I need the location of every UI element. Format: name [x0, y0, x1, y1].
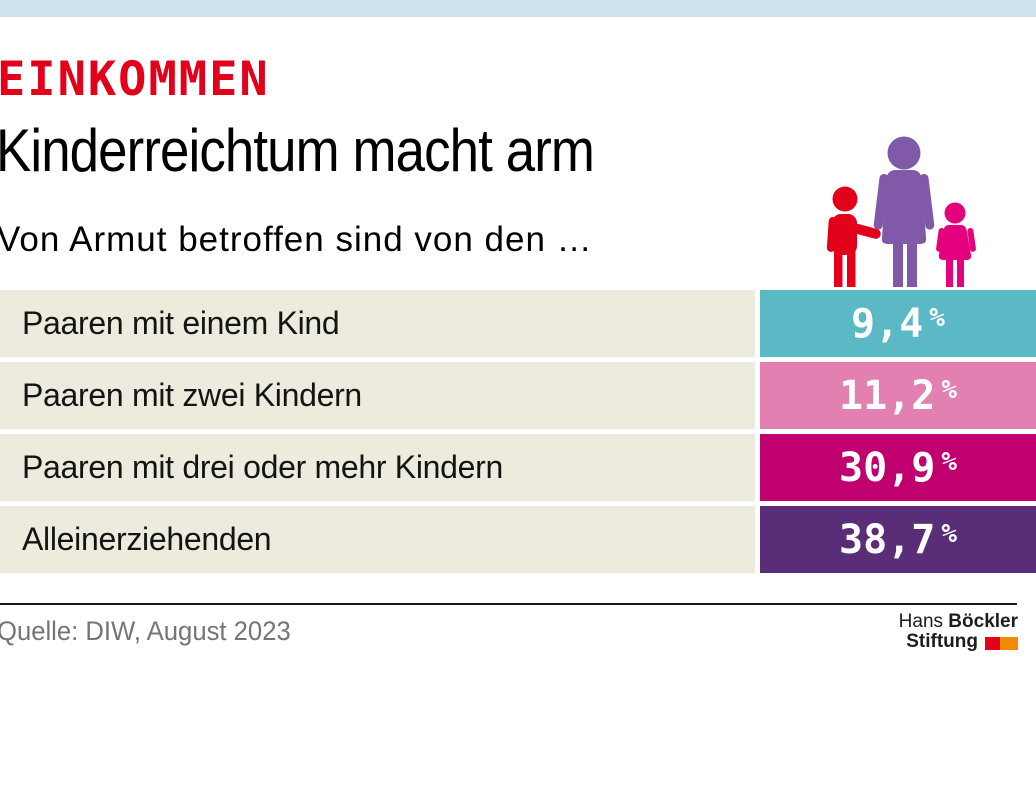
value-unit: % — [941, 374, 957, 405]
category-label: Paaren mit zwei Kindern — [0, 362, 755, 429]
value-box: 11,2 % — [760, 362, 1036, 429]
top-accent-bar — [0, 0, 1036, 17]
logo-name-bold: Böckler — [948, 611, 1018, 632]
category-label: Paaren mit einem Kind — [0, 290, 755, 357]
value-box: 9,4 % — [760, 290, 1036, 357]
subtitle: Von Armut betroffen sind von den … — [0, 220, 593, 259]
chart-row: Paaren mit drei oder mehr Kindern 30,9 % — [0, 434, 1036, 501]
kicker: EINKOMMEN — [0, 52, 270, 107]
hbs-logo: Hans Böckler Stiftung — [887, 612, 1018, 651]
chart-rows: Paaren mit einem Kind 9,4 % Paaren mit z… — [0, 290, 1036, 578]
mother-icon — [873, 136, 935, 287]
footer-divider — [0, 603, 1017, 605]
boy-icon — [826, 186, 881, 287]
chart-row: Paaren mit einem Kind 9,4 % — [0, 290, 1036, 357]
category-label: Alleinerziehenden — [0, 506, 755, 573]
logo-stiftung: Stiftung — [906, 631, 978, 652]
chart-row: Alleinerziehenden 38,7 % — [0, 506, 1036, 573]
logo-color-blocks — [985, 637, 1018, 650]
page-title: Kinderreichtum macht arm — [0, 117, 595, 184]
logo-orange-block — [1000, 637, 1018, 650]
value-number: 11,2 — [839, 372, 936, 419]
value-unit: % — [941, 446, 957, 477]
logo-line2: Stiftung — [887, 632, 1018, 651]
value-box: 30,9 % — [760, 434, 1036, 501]
value-unit: % — [929, 302, 945, 333]
girl-icon — [936, 202, 976, 287]
value-number: 30,9 — [839, 444, 936, 491]
family-icon — [826, 136, 976, 287]
logo-line1: Hans Böckler — [887, 612, 1018, 631]
value-number: 9,4 — [851, 300, 924, 347]
chart-row: Paaren mit zwei Kindern 11,2 % — [0, 362, 1036, 429]
value-unit: % — [941, 518, 957, 549]
category-label: Paaren mit drei oder mehr Kindern — [0, 434, 755, 501]
logo-name-regular: Hans — [898, 611, 944, 632]
value-number: 38,7 — [839, 516, 936, 563]
source-text: Quelle: DIW, August 2023 — [0, 616, 291, 646]
logo-red-block — [985, 637, 1000, 650]
value-box: 38,7 % — [760, 506, 1036, 573]
